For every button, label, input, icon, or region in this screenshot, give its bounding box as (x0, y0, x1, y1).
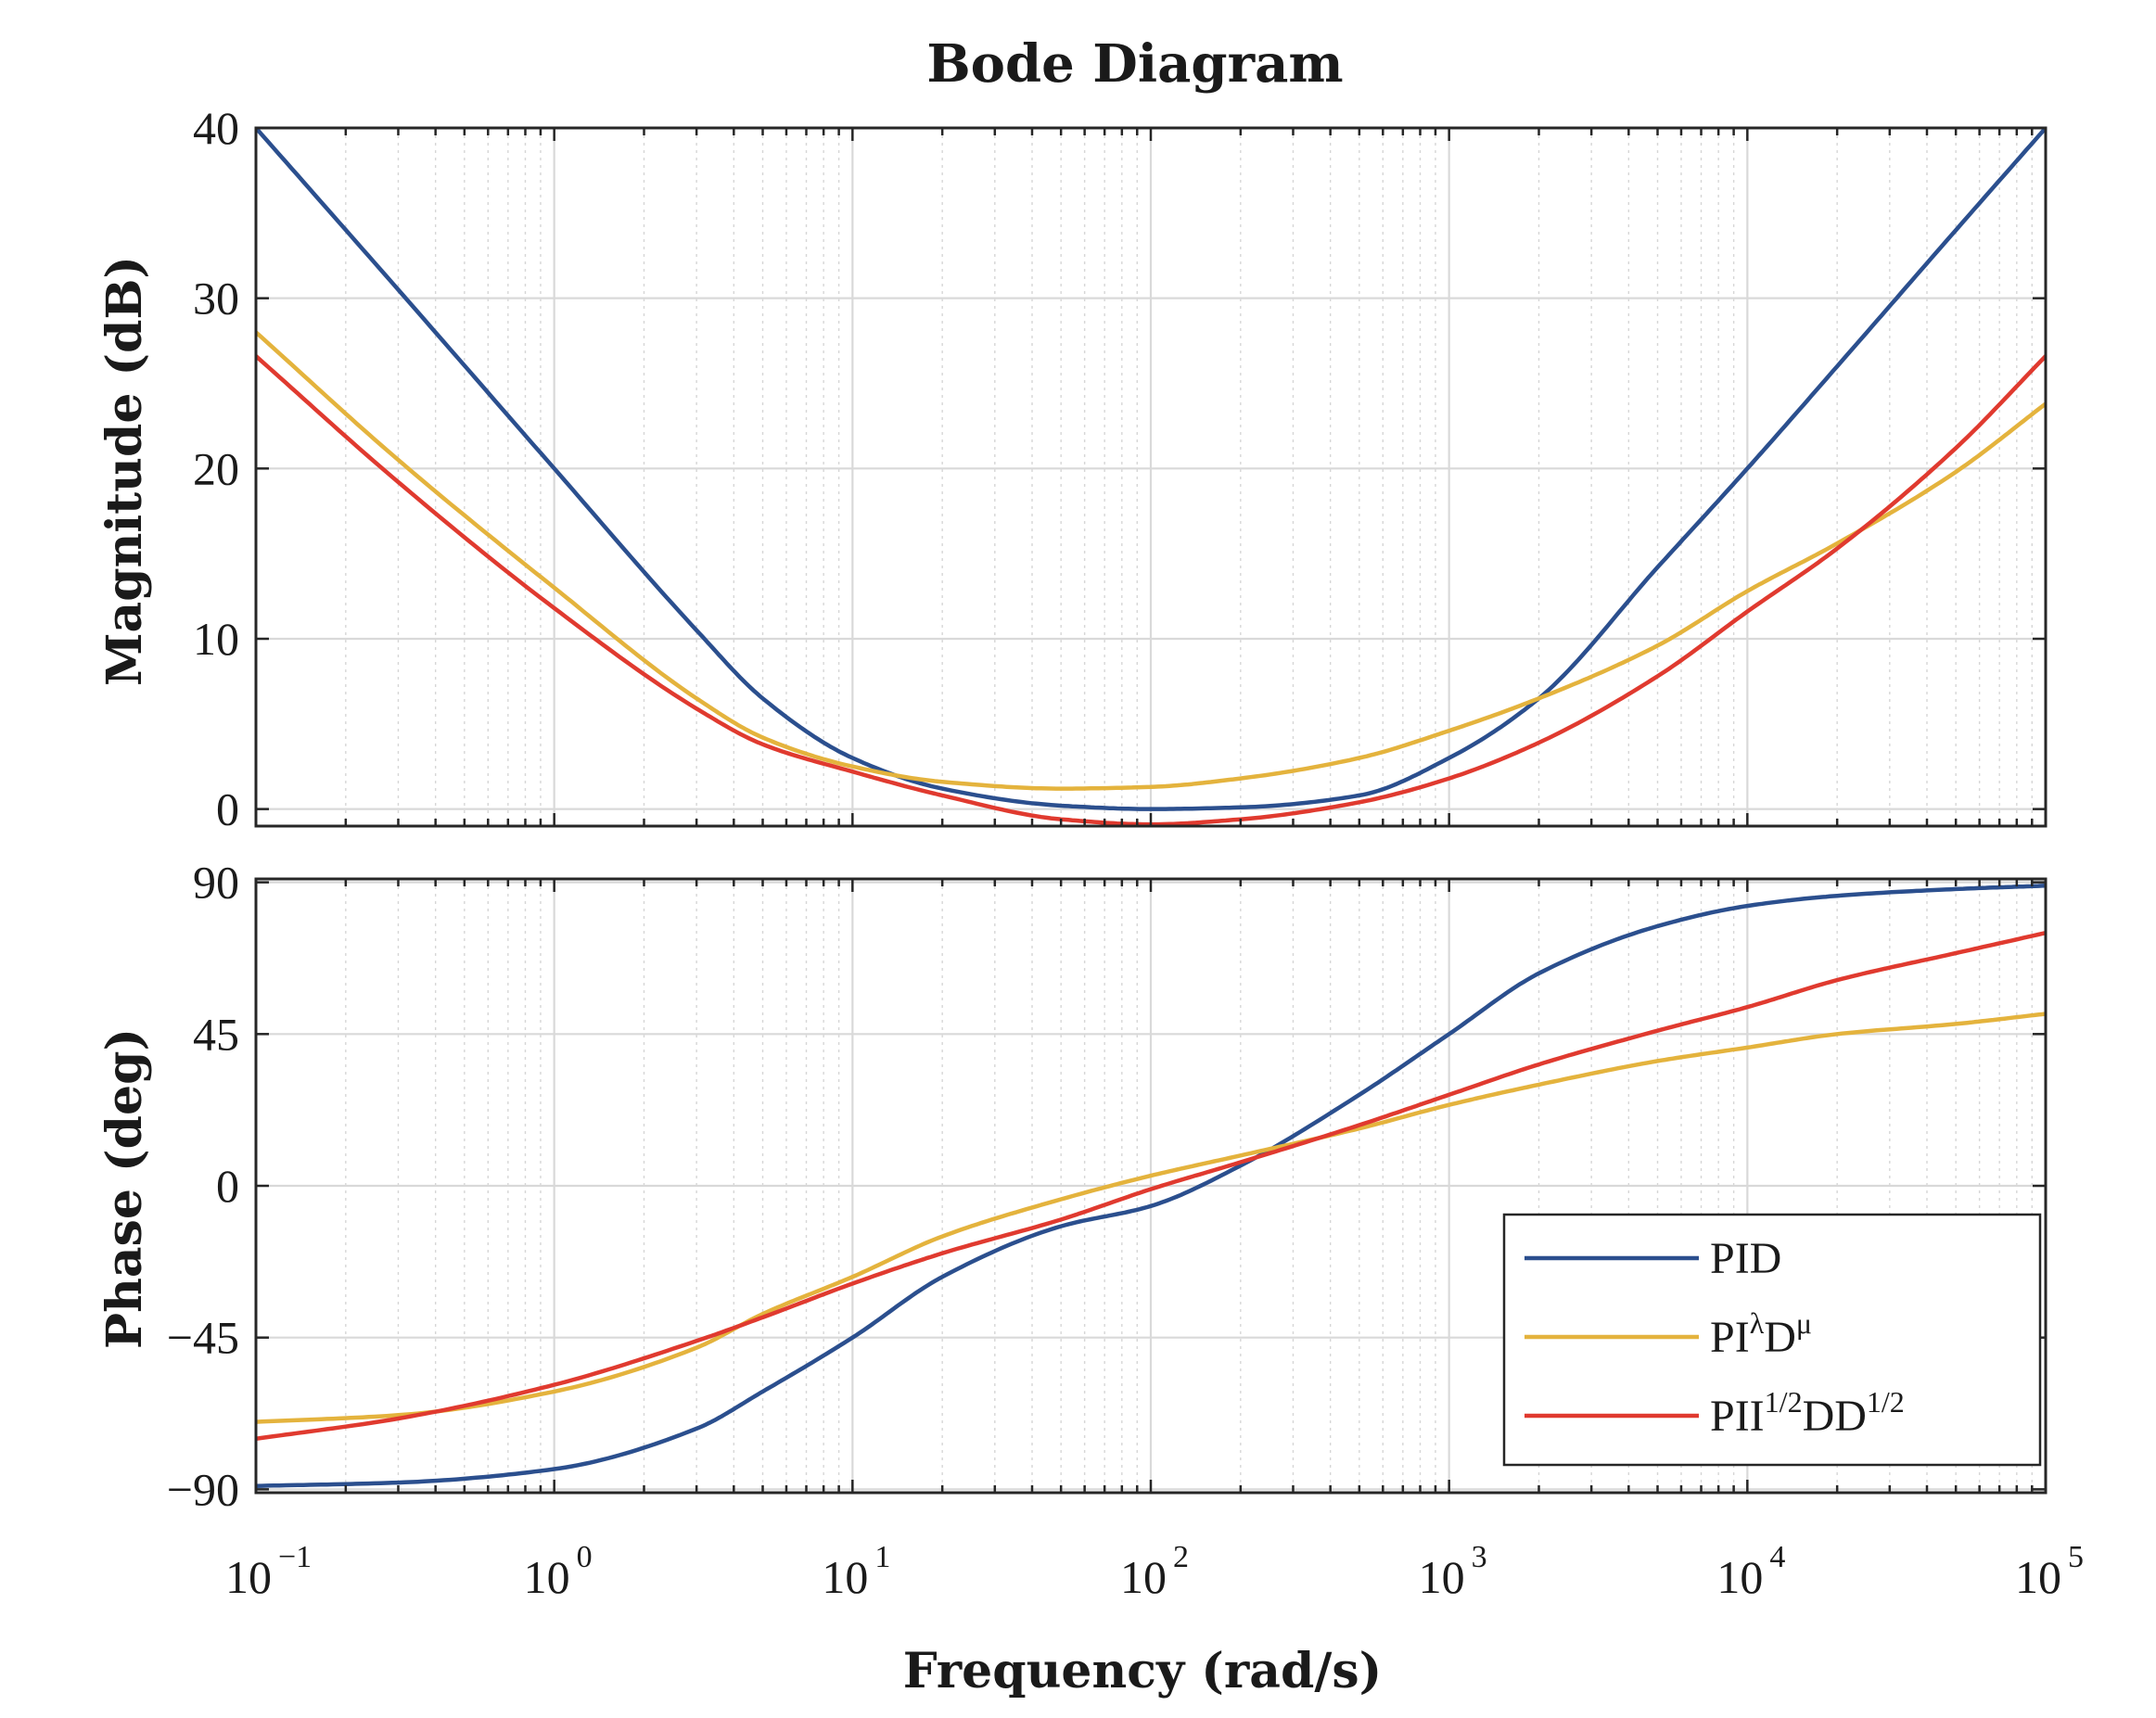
phase-y-axis-label: Phase (deg) (96, 1028, 153, 1349)
x-tick-label-exponent: 1 (874, 1540, 890, 1574)
legend-label: PII1/2DD1/2 (1710, 1385, 1905, 1441)
x-axis-label: Frequency (rad/s) (903, 1643, 1382, 1699)
x-tick-label: 10 1 (822, 1540, 890, 1603)
legend-label-part: PII (1710, 1392, 1765, 1441)
x-tick-label: 10 2 (1120, 1540, 1189, 1603)
mag-y-tick-label: 40 (193, 102, 239, 154)
magnitude-curves (256, 128, 2046, 826)
x-tick-label-base: 10 (524, 1551, 570, 1603)
legend-label-part: PID (1710, 1234, 1781, 1283)
phase-y-tick-labels: −90 −45 0 45 90 (167, 857, 239, 1516)
mag-clipped-curves (256, 128, 2046, 826)
x-tick-label-base: 10 (2015, 1551, 2061, 1603)
magnitude-y-tick-labels: 0 10 20 30 40 (193, 102, 239, 835)
x-tick-label-base: 10 (1716, 1551, 1763, 1603)
phase-clipped-curves (256, 884, 2046, 1488)
phase-y-tick-label: −45 (167, 1312, 239, 1364)
phase-series-pii1-2dd1-2 (256, 930, 2046, 1442)
legend-label-part: D (1764, 1313, 1796, 1362)
mag-y-tick-label: 30 (193, 273, 239, 325)
phase-y-tick-label: 45 (193, 1008, 239, 1060)
phase-y-tick-label: 0 (216, 1160, 239, 1212)
x-tick-label-base: 10 (1120, 1551, 1167, 1603)
x-tick-label: 10 4 (1716, 1540, 1785, 1603)
phase-series-pi-d- (256, 1012, 2046, 1424)
mag-y-tick-label: 20 (193, 442, 239, 494)
legend-label-part: DD (1803, 1392, 1867, 1441)
legend-label-superscript: μ (1796, 1306, 1812, 1340)
phase-ticks (254, 879, 2048, 1493)
magnitude-grid (254, 126, 2048, 826)
mag-series-pi-d- (256, 330, 2046, 791)
phase-series-pid (256, 884, 2046, 1488)
x-tick-label: 10 0 (524, 1540, 593, 1603)
phase-y-tick-label: −90 (167, 1463, 239, 1515)
x-tick-label-base: 10 (225, 1551, 272, 1603)
x-tick-label-exponent: 3 (1472, 1540, 1487, 1574)
magnitude-panel: 0 10 20 30 40 Magnitude (dB) (96, 102, 2048, 835)
x-tick-label-exponent: 0 (577, 1540, 593, 1574)
mag-y-tick-label: 0 (216, 783, 239, 835)
x-tick-label: 10 3 (1419, 1540, 1487, 1603)
phase-curves (256, 884, 2046, 1488)
magnitude-y-axis-label: Magnitude (dB) (96, 256, 153, 686)
legend-label: PID (1710, 1234, 1781, 1283)
mag-series-pii1-2dd1-2 (256, 353, 2046, 826)
x-tick-labels: 10 −1 10 0 10 1 10 2 10 3 10 4 10 5 (225, 1540, 2084, 1603)
legend-label-superscript: λ (1750, 1306, 1765, 1340)
x-tick-label-exponent: 5 (2068, 1540, 2084, 1574)
legend-label-superscript: 1/2 (1765, 1385, 1803, 1419)
x-tick-label-exponent: −1 (278, 1540, 312, 1574)
x-tick-label: 10 −1 (225, 1540, 312, 1603)
x-tick-label-exponent: 2 (1173, 1540, 1189, 1574)
magnitude-ticks (254, 126, 2048, 826)
x-tick-label-exponent: 4 (1769, 1540, 1785, 1574)
phase-y-tick-label: 90 (193, 857, 239, 909)
chart-title: Bode Diagram (926, 33, 1343, 95)
x-tick-label: 10 5 (2015, 1540, 2084, 1603)
x-tick-label-base: 10 (822, 1551, 868, 1603)
legend-label: PIλDμ (1710, 1306, 1812, 1362)
mag-series-pid (256, 128, 2046, 811)
mag-y-tick-label: 10 (193, 613, 239, 665)
legend-label-superscript: 1/2 (1867, 1385, 1905, 1419)
legend-label-part: PI (1710, 1313, 1750, 1362)
x-tick-label-base: 10 (1419, 1551, 1465, 1603)
